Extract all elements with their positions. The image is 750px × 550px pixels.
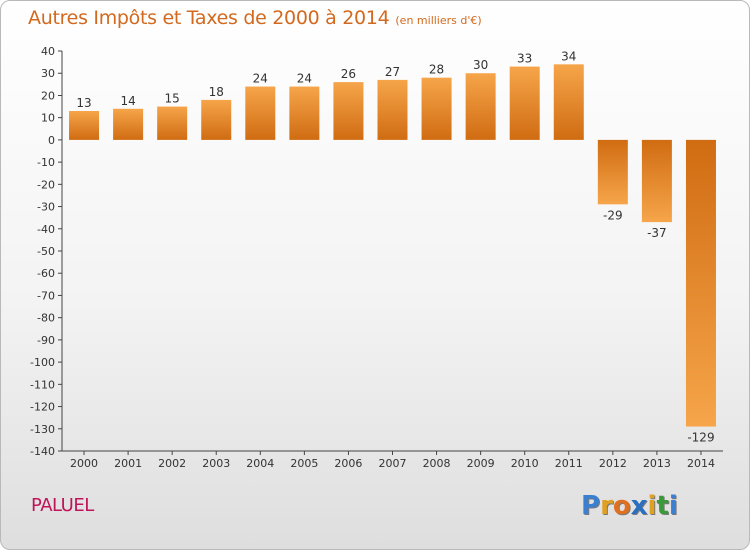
bar xyxy=(685,139,716,427)
y-tick-label: 20 xyxy=(41,89,55,102)
x-tick-label: 2010 xyxy=(511,457,539,470)
x-tick-label: 2004 xyxy=(246,457,274,470)
data-label: 13 xyxy=(76,96,91,110)
logo-letter: r xyxy=(600,491,613,521)
data-label: 28 xyxy=(429,63,444,77)
bar xyxy=(597,139,628,205)
data-label: 26 xyxy=(341,67,356,81)
y-tick-label: -40 xyxy=(37,223,55,236)
bar xyxy=(333,82,364,140)
x-tick-label: 2001 xyxy=(114,457,142,470)
data-label: -129 xyxy=(687,431,714,445)
logo-letter: i xyxy=(668,491,678,521)
chart-title: Autres Impôts et Taxes de 2000 à 2014 xyxy=(28,7,390,29)
y-tick-label: -30 xyxy=(37,201,55,214)
y-tick-label: -90 xyxy=(37,334,55,347)
x-tick-label: 2005 xyxy=(290,457,318,470)
y-tick-label: 30 xyxy=(41,67,55,80)
y-tick-label: 0 xyxy=(48,134,55,147)
x-tick-label: 2007 xyxy=(379,457,407,470)
y-tick-label: -130 xyxy=(30,423,55,436)
data-label: 24 xyxy=(297,72,312,86)
x-tick-label: 2006 xyxy=(334,457,362,470)
bar xyxy=(289,86,320,140)
commune-name: PALUEL xyxy=(31,495,94,516)
data-label: 15 xyxy=(165,92,180,106)
logo-letter: P xyxy=(581,491,601,521)
y-tick-label: -20 xyxy=(37,178,55,191)
x-tick-label: 2012 xyxy=(599,457,627,470)
y-tick-label: -120 xyxy=(30,401,55,414)
bar xyxy=(113,108,144,140)
y-tick-label: 40 xyxy=(41,45,55,58)
bar xyxy=(201,99,232,140)
x-tick-label: 2000 xyxy=(70,457,98,470)
x-tick-label: 2002 xyxy=(158,457,186,470)
logo-letter: x xyxy=(630,491,648,521)
y-tick-label: 10 xyxy=(41,112,55,125)
x-tick-label: 2003 xyxy=(202,457,230,470)
logo-letter: t xyxy=(656,491,669,521)
y-tick-label: -100 xyxy=(30,356,55,369)
y-tick-label: -140 xyxy=(30,445,55,458)
data-label: 30 xyxy=(473,58,488,72)
bar xyxy=(377,79,408,140)
bar xyxy=(641,139,672,223)
bar xyxy=(553,64,584,140)
bar xyxy=(245,86,276,140)
proxiti-logo[interactable]: Proxiti xyxy=(581,491,678,521)
data-label: 27 xyxy=(385,65,400,79)
x-tick-label: 2009 xyxy=(467,457,495,470)
y-tick-label: -110 xyxy=(30,378,55,391)
bar xyxy=(157,106,188,140)
data-label: -29 xyxy=(603,208,623,222)
data-label: 24 xyxy=(253,72,268,86)
y-tick-label: -70 xyxy=(37,289,55,302)
bar xyxy=(69,111,100,140)
data-label: 18 xyxy=(209,85,224,99)
y-tick-label: -80 xyxy=(37,312,55,325)
title-row: Autres Impôts et Taxes de 2000 à 2014 (en… xyxy=(28,7,482,29)
data-label: 14 xyxy=(120,94,135,108)
data-label: 33 xyxy=(517,52,532,66)
x-tick-label: 2011 xyxy=(555,457,583,470)
data-label: 34 xyxy=(561,49,576,63)
data-label: -37 xyxy=(647,226,667,240)
y-tick-label: -10 xyxy=(37,156,55,169)
x-tick-label: 2008 xyxy=(423,457,451,470)
bar xyxy=(421,77,452,140)
logo-letter: i xyxy=(647,491,657,521)
bar xyxy=(465,73,496,140)
y-tick-label: -50 xyxy=(37,245,55,258)
y-tick-label: -60 xyxy=(37,267,55,280)
logo-letter: o xyxy=(612,491,631,521)
x-tick-label: 2013 xyxy=(643,457,671,470)
bar xyxy=(509,66,540,140)
chart-unit: (en milliers d'€) xyxy=(395,14,482,27)
x-tick-label: 2014 xyxy=(687,457,715,470)
